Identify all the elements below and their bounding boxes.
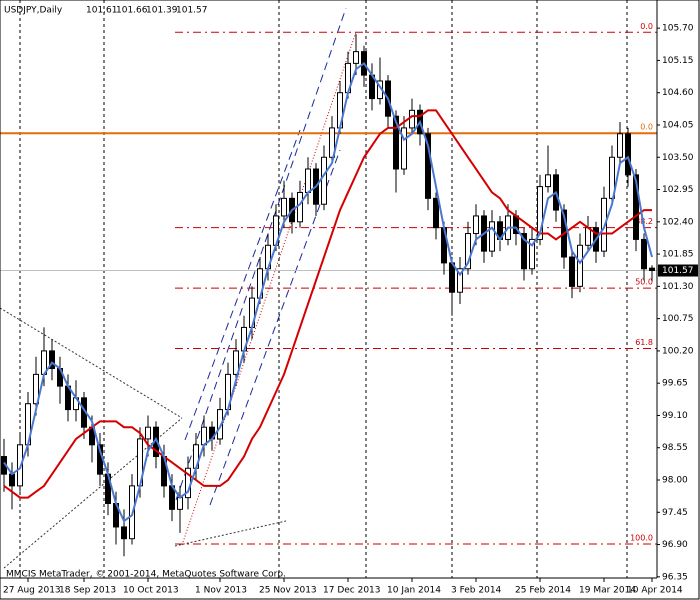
x-tick-label: 10 Apr 2014 — [627, 586, 683, 596]
y-tick-label: 103.50 — [662, 153, 694, 163]
y-tick-label: 102.95 — [662, 185, 694, 195]
y-tick-label: 96.90 — [662, 540, 688, 550]
candle-body — [641, 238, 647, 270]
x-tick-label: 25 Feb 2014 — [515, 586, 571, 596]
candle-body — [321, 156, 327, 205]
y-tick-label: 104.05 — [662, 120, 694, 130]
x-tick-label: 17 Dec 2013 — [323, 586, 381, 596]
level-label: 61.8 — [635, 338, 653, 347]
candle-body — [489, 221, 495, 252]
candle-body — [449, 262, 455, 293]
ohlc-low: 101.39 — [146, 6, 178, 16]
level-label: 100.0 — [630, 533, 653, 542]
candle-body — [577, 244, 583, 287]
y-tick-label: 100.75 — [662, 314, 694, 324]
candle-body — [49, 350, 55, 370]
ohlc-open: 101.61 — [86, 6, 118, 16]
y-tick-label: 100.20 — [662, 346, 694, 356]
candle-body — [177, 497, 183, 510]
copyright: MMCIS MetaTrader, © 2001-2014, MetaQuote… — [6, 570, 286, 580]
candle-body — [617, 133, 623, 158]
level-label: 0.0 — [640, 22, 653, 31]
x-tick-label: 3 Feb 2014 — [451, 586, 502, 596]
x-tick-label: 27 Aug 2013 — [3, 586, 61, 596]
candle-body — [529, 238, 535, 270]
candle-body — [281, 197, 287, 217]
chart-title: USDJPY,Daily — [4, 6, 63, 16]
candle-body — [433, 197, 439, 229]
channel-line — [184, 129, 301, 441]
y-tick-label: 98.00 — [662, 476, 688, 486]
level-label: 38.2 — [635, 217, 653, 226]
candle-body — [649, 267, 655, 272]
y-tick-label: 101.85 — [662, 250, 694, 260]
y-tick-label: 99.10 — [662, 411, 688, 421]
candle-body — [233, 350, 239, 375]
candle-body — [545, 174, 551, 188]
y-tick-label: 102.40 — [662, 217, 694, 227]
candle-body — [425, 133, 431, 199]
x-tick-label: 1 Nov 2013 — [195, 586, 247, 596]
channel-line — [175, 7, 347, 501]
y-tick-label: 104.60 — [662, 88, 694, 98]
price-label: 101.57 — [662, 266, 694, 276]
candle-body — [305, 168, 311, 193]
candle-body — [353, 51, 359, 64]
candle-body — [473, 215, 479, 235]
x-tick-label: 18 Sep 2013 — [59, 586, 116, 596]
y-tick-label: 105.15 — [662, 56, 694, 66]
candle-body — [609, 156, 615, 199]
candle-body — [329, 127, 335, 158]
x-tick-label: 19 Mar 2014 — [579, 586, 636, 596]
candle-body — [585, 227, 591, 246]
trendline — [0, 307, 183, 419]
candle-body — [401, 127, 407, 170]
y-tick-label: 105.70 — [662, 24, 694, 34]
level-label: 0.0 — [640, 123, 653, 132]
level-label: 50.0 — [635, 278, 653, 287]
ohlc-close: 101.57 — [176, 6, 208, 16]
candle-body — [201, 426, 207, 446]
candle-body — [393, 115, 399, 170]
candle-body — [9, 473, 15, 487]
ohlc-high: 101.66 — [116, 6, 148, 16]
price-label-box — [658, 264, 698, 277]
y-tick-label: 101.30 — [662, 282, 694, 292]
candle-body — [145, 426, 151, 440]
indicator-line — [3, 61, 653, 523]
candle-body — [457, 268, 463, 293]
indicator-line — [3, 109, 652, 499]
candle-body — [217, 409, 223, 440]
candle-body — [633, 174, 639, 240]
trendline — [174, 520, 287, 547]
period-separators — [19, 0, 628, 578]
candle-body — [297, 191, 303, 223]
x-tick-label: 10 Oct 2013 — [123, 586, 179, 596]
candle-body — [537, 186, 543, 240]
channel-line — [209, 149, 341, 506]
candle-body — [33, 373, 39, 405]
candle-body — [625, 133, 631, 176]
x-tick-label: 10 Jan 2014 — [387, 586, 441, 596]
x-tick-label: 25 Nov 2013 — [259, 586, 317, 596]
candle-body — [521, 233, 527, 270]
y-tick-label: 99.65 — [662, 379, 688, 389]
y-tick-label: 98.55 — [662, 443, 688, 453]
candle-body — [569, 256, 575, 287]
candle-body — [121, 526, 127, 540]
candle-body — [409, 109, 415, 129]
y-tick-label: 97.45 — [662, 508, 688, 518]
candle-body — [465, 233, 471, 270]
y-tick-label: 96.35 — [662, 572, 688, 582]
